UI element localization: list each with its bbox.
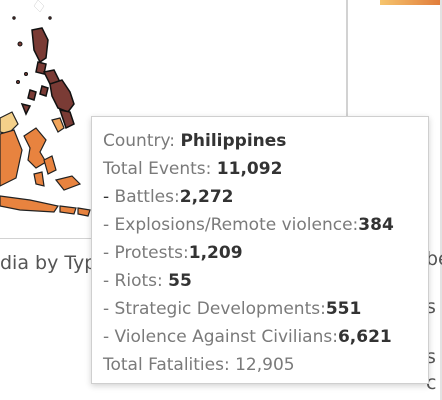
right-fragment-3: s [426, 346, 436, 368]
tooltip-strategic: - Strategic Developments:551 [103, 295, 428, 323]
tooltip-country: Country: Philippines [103, 127, 428, 155]
breakdown-label: Violence Against Civilians: [114, 327, 338, 347]
breakdown-label: Explosions/Remote violence: [114, 215, 359, 235]
breakdown-prefix: - [103, 327, 115, 347]
philippines-shape[interactable] [20, 27, 75, 130]
tooltip-fatalities: Total Fatalities: 12,905 [103, 351, 428, 379]
breakdown-prefix: - [103, 243, 115, 263]
right-fragment-2: s [426, 296, 436, 318]
map-caption: dia by Typ [0, 252, 96, 274]
tooltip-explosions: - Explosions/Remote violence:384 [103, 211, 428, 239]
tooltip-battles: - Battles:2,272 [103, 183, 428, 211]
total-events-label: Total Events: [103, 159, 217, 179]
color-legend-swatch [380, 0, 442, 5]
country-value: Philippines [180, 131, 287, 151]
breakdown-label: Riots: [114, 271, 169, 291]
total-events-value: 11,092 [216, 159, 283, 179]
right-fragment-1: be [426, 248, 442, 270]
indonesia-shape[interactable] [0, 111, 91, 217]
breakdown-prefix: - [103, 299, 115, 319]
tooltip: Country: Philippines Total Events: 11,09… [91, 116, 429, 384]
breakdown-prefix: - [103, 215, 115, 235]
breakdown-label: Strategic Developments: [114, 299, 326, 319]
breakdown-value: 384 [358, 215, 394, 235]
tooltip-protests: - Protests:1,209 [103, 239, 428, 267]
breakdown-value: 55 [168, 271, 192, 291]
tooltip-total-events: Total Events: 11,092 [103, 155, 428, 183]
tooltip-violence-civilians: - Violence Against Civilians:6,621 [103, 323, 428, 351]
fatalities-label: Total Fatalities: [103, 355, 236, 375]
map-svg[interactable] [0, 0, 348, 238]
breakdown-value: 6,621 [337, 327, 392, 347]
right-fragment-4: c [426, 372, 437, 394]
panel-divider-vertical [346, 0, 348, 118]
breakdown-value: 2,272 [179, 187, 234, 207]
right-edge-divider [440, 0, 442, 400]
tooltip-riots: - Riots: 55 [103, 267, 428, 295]
country-label: Country: [103, 131, 181, 151]
breakdown-value: 1,209 [188, 243, 243, 263]
breakdown-prefix: - [103, 271, 115, 291]
fatalities-value: 12,905 [235, 355, 295, 375]
breakdown-label: Battles: [114, 187, 180, 207]
breakdown-label: Protests: [114, 243, 189, 263]
breakdown-value: 551 [325, 299, 362, 319]
breakdown-prefix: - [103, 187, 115, 207]
